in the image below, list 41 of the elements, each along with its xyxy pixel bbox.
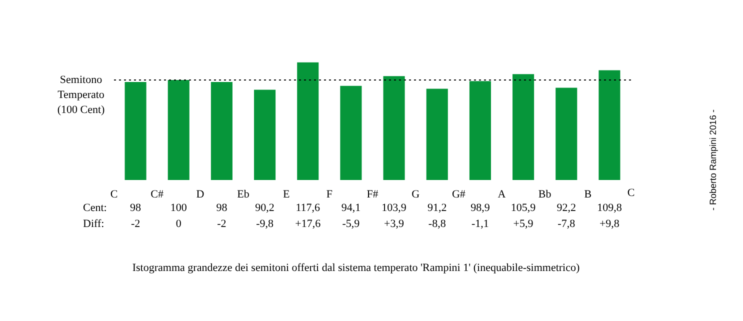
- data-label: 98,9: [470, 202, 490, 214]
- text: -8,8: [428, 218, 446, 230]
- x-tick-label: D: [196, 188, 204, 200]
- text: -1,1: [471, 218, 489, 230]
- x-tick-label: E: [282, 188, 290, 200]
- text: Cent:: [83, 202, 107, 214]
- x-tick-label: G: [412, 188, 420, 200]
- data-label: 98: [130, 202, 142, 214]
- text: -9,8: [256, 218, 274, 230]
- text: -2: [217, 218, 226, 230]
- text: +5,9: [513, 218, 534, 230]
- text: -5,9: [342, 218, 360, 230]
- text: 0: [176, 218, 182, 230]
- text: -7,8: [558, 218, 576, 230]
- data-label: 117,6: [296, 202, 321, 214]
- x-tick-label: C#: [150, 188, 164, 200]
- text: +3,9: [384, 218, 405, 230]
- data-label: 91,2: [428, 202, 447, 214]
- x-tick-label: Eb: [237, 188, 250, 200]
- text: - Roberto Rampini 2016 -: [708, 109, 718, 211]
- text: Diff:: [83, 218, 104, 230]
- x-tick-label: Bb: [538, 188, 552, 200]
- data-label: 90,2: [255, 202, 274, 214]
- data-label: 109,8: [597, 202, 622, 214]
- text: -2: [130, 218, 140, 230]
- text: +17,6: [295, 218, 322, 230]
- data-label: 98: [216, 202, 228, 214]
- x-tick-label: F: [326, 188, 332, 200]
- data-label: 100: [170, 202, 188, 214]
- text: +9,8: [599, 218, 620, 230]
- x-tick-label: F#: [366, 188, 379, 200]
- data-label: 105,9: [510, 202, 536, 214]
- ref-line-label: Semitono Temperato (100 Cent): [57, 74, 106, 116]
- data-label: 94,1: [341, 202, 361, 214]
- text: Istogramma grandezze dei semitoni offerti dal sistema temperato 'Rampini 1' (inequabile-simmetrico): [132, 262, 580, 274]
- data-label: 92,2: [556, 202, 576, 214]
- x-tick-label: B: [584, 188, 592, 200]
- data-label: 103,9: [382, 202, 407, 214]
- x-tick-label: C: [110, 188, 118, 200]
- x-tick-label: A: [498, 188, 506, 200]
- x-tick-label: G#: [452, 188, 466, 200]
